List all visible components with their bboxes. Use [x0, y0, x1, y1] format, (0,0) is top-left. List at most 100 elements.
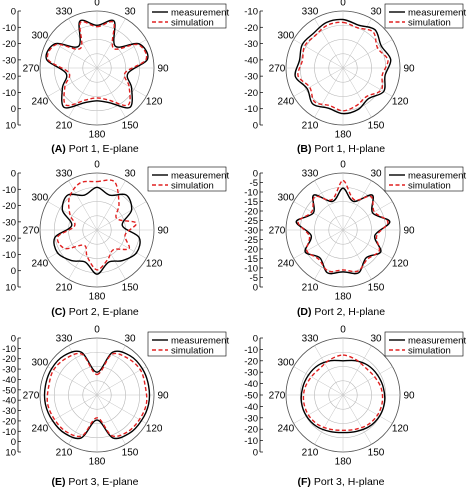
series-line-measurement: [45, 19, 149, 109]
radial-tick-label: -30: [244, 413, 258, 424]
grid-spoke: [47, 229, 98, 259]
angle-tick-label: 240: [31, 97, 48, 108]
grid-spoke: [96, 366, 147, 396]
grid-spoke: [47, 201, 98, 231]
panel-label: (E): [52, 476, 66, 488]
radial-tick-label: -40: [2, 396, 16, 407]
grid-spoke: [96, 180, 126, 231]
legend-box: [147, 331, 227, 357]
radial-tick-label: -10: [2, 250, 16, 261]
radial-tick-label: 10: [5, 121, 16, 132]
legend-entry: measurement: [408, 335, 466, 346]
radial-tick-label: -10: [2, 344, 16, 355]
grid-spoke: [342, 67, 372, 118]
radial-tick-label: 0: [11, 7, 16, 18]
grid-spoke: [68, 394, 98, 445]
legend-entry: simulation: [408, 17, 451, 28]
angle-tick-label: 270: [269, 226, 286, 237]
radial-tick-label: -40: [2, 375, 16, 386]
panel-title: Port 1, H-plane: [312, 143, 386, 155]
legend-entry: simulation: [171, 180, 214, 191]
radial-tick-label: -20: [2, 39, 16, 50]
grid-spoke: [68, 180, 98, 231]
polar-panel-c: 0 30 90 120 150 180 210 240 270 300 330 0 -10 -20 -30 -…: [2, 160, 229, 319]
angle-tick-label: 150: [122, 121, 139, 132]
radial-tick-label: -10: [244, 436, 258, 447]
panel-label: (B): [297, 143, 312, 155]
panel-caption: (A) Port 1, E-plane: [51, 143, 139, 155]
grid-spoke: [342, 394, 393, 424]
radial-tick-label: -30: [244, 226, 258, 237]
legend-entry: simulation: [408, 345, 451, 356]
grid-spoke: [96, 229, 126, 280]
radial-tick-label: -10: [2, 427, 16, 438]
angle-tick-label: 120: [392, 97, 409, 108]
radial-tick-label: -40: [244, 379, 258, 390]
panel-caption: (F) Port 3, H-plane: [298, 476, 385, 488]
grid-spoke: [68, 345, 98, 396]
series-line-simulation: [46, 352, 148, 438]
grid-spoke: [314, 229, 344, 280]
radial-tick-label: -20: [244, 207, 258, 218]
angle-tick-label: 270: [23, 391, 40, 402]
legend-box: [147, 166, 227, 192]
angle-tick-label: 150: [368, 283, 385, 294]
angle-tick-label: 270: [269, 64, 286, 75]
radial-tick-label: -40: [244, 402, 258, 413]
legend-box: [384, 166, 464, 192]
legend-box: [384, 3, 464, 29]
radial-tick-label: -20: [244, 88, 258, 99]
angle-tick-label: 210: [302, 121, 319, 132]
polar-panel-f: 030901201501802102402703003300-10-20-30-…: [244, 325, 466, 489]
angle-tick-label: 0: [340, 160, 346, 171]
polar-panel-d: 030901201501802102402703003300-5-10-15-2…: [244, 160, 466, 319]
panel-caption: (B) Port 1, H-plane: [297, 143, 385, 155]
grid-spoke: [68, 229, 98, 280]
radial-tick-label: 0: [253, 121, 258, 132]
panel-label: (A): [51, 143, 66, 155]
radial-tick-label: -30: [244, 368, 258, 379]
radial-tick-label: -20: [2, 416, 16, 427]
angle-tick-label: 150: [368, 121, 385, 132]
angle-tick-label: 300: [277, 193, 294, 204]
radial-tick-label: -20: [2, 72, 16, 83]
angle-tick-label: 300: [31, 31, 48, 42]
radial-tick-label: 10: [5, 448, 16, 459]
panel-label: (F): [298, 476, 311, 488]
angle-tick-label: 180: [335, 292, 352, 303]
angle-tick-label: 300: [31, 358, 48, 369]
angle-tick-label: 0: [94, 160, 100, 171]
radial-tick-label: 0: [11, 334, 16, 345]
polar-panel-b: 0 30 90 120 150 180 210 240 270 300 330 -10 -20 -30 -4…: [244, 0, 466, 155]
radial-tick-label: -20: [244, 245, 258, 256]
angle-tick-label: 270: [269, 391, 286, 402]
panel-label: (D): [297, 306, 312, 318]
polar-panel-e: 030901201501802102402703003300-10-20-30-…: [2, 325, 229, 489]
grid-spoke: [68, 18, 98, 69]
radial-tick-label: -10: [244, 7, 258, 18]
series-line-simulation: [297, 179, 389, 273]
grid-spoke: [96, 67, 126, 118]
radial-tick-label: 0: [11, 169, 16, 180]
radial-tick-label: -30: [2, 365, 16, 376]
radial-tick-label: -15: [244, 254, 258, 265]
series-line-simulation: [56, 179, 138, 271]
grid-spoke: [293, 394, 344, 424]
angle-tick-label: 120: [392, 259, 409, 270]
angle-tick-label: 30: [124, 333, 136, 344]
angle-tick-label: 120: [146, 259, 163, 270]
angle-tick-label: 90: [157, 64, 169, 75]
series-line-measurement: [300, 359, 386, 434]
grid-spoke: [96, 18, 126, 69]
legend-box: [147, 3, 227, 29]
radial-tick-label: -15: [244, 197, 258, 208]
angle-tick-label: 240: [277, 97, 294, 108]
panel-caption: (D) Port 2, H-plane: [297, 306, 385, 318]
angle-tick-label: 0: [340, 325, 346, 336]
angle-tick-label: 330: [56, 333, 73, 344]
